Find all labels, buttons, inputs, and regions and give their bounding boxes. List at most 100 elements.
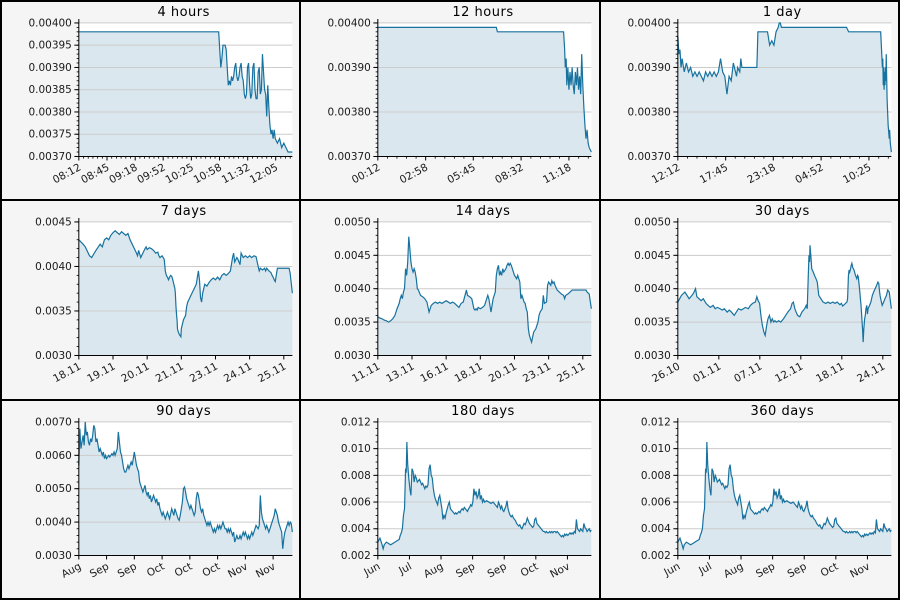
y-tick-label: 0.002: [341, 550, 371, 562]
x-tick-label: Oct: [145, 560, 167, 579]
x-tick-label: Oct: [173, 560, 195, 579]
y-tick-label: 0.0050: [35, 483, 72, 495]
chart-panel-14-days: 0.0050 0.0045 0.0040 0.0035 0.0030 11.11 13.11…: [300, 200, 600, 400]
x-tick-label: Aug: [60, 560, 84, 580]
y-tick-label: 0.0040: [35, 516, 72, 528]
x-tick-label: 24.11: [855, 361, 887, 386]
x-tick-label: 25.11: [256, 361, 288, 386]
y-tick-label: 0.002: [640, 550, 670, 562]
y-tick-label: 0.00380: [627, 106, 670, 118]
y-tick-label: 0.004: [341, 523, 371, 535]
y-tick-label: 0.00395: [29, 40, 72, 52]
x-tick-label: 23.11: [521, 361, 553, 386]
x-tick-label: 12:05: [248, 161, 280, 186]
y-tick-label: 0.012: [341, 416, 371, 428]
y-tick-label: 0.008: [341, 469, 371, 481]
x-tick-label: 23.11: [188, 361, 220, 386]
y-tick-label: 0.00390: [29, 62, 72, 74]
x-tick-label: 10:25: [163, 161, 195, 186]
x-tick-label: 19.11: [85, 361, 117, 386]
chart-panel-90-days: 0.0070 0.0060 0.0050 0.0040 0.0030 Aug Sep Sep O…: [1, 399, 301, 599]
x-tick-label: Nov: [848, 560, 872, 580]
x-tick-label: Jun: [661, 560, 682, 579]
x-tick-label: Jun: [362, 560, 383, 579]
x-tick-label: Oct: [818, 560, 840, 579]
y-tick-label: 0.006: [341, 496, 371, 508]
x-tick-label: 23:18: [745, 161, 777, 186]
series-line: [676, 245, 892, 343]
y-tick-label: 0.0035: [634, 317, 671, 329]
x-tick-label: 12.11: [773, 361, 805, 386]
y-tick-label: 0.0050: [634, 217, 671, 229]
y-tick-label: 0.00390: [627, 62, 670, 74]
x-tick-label: Sep: [785, 560, 808, 580]
y-tick-label: 0.0030: [35, 350, 72, 362]
y-tick-label: 0.0030: [335, 350, 372, 362]
y-tick-label: 0.0040: [634, 284, 671, 296]
x-tick-label: 11:18: [541, 161, 573, 186]
x-tick-label: Nov: [226, 560, 250, 580]
x-tick-label: Oct: [519, 560, 541, 579]
x-tick-label: 25.11: [555, 361, 587, 386]
y-tick-label: 0.0030: [634, 350, 671, 362]
x-tick-label: Nov: [254, 560, 278, 580]
x-tick-label: 10:58: [192, 161, 224, 186]
x-tick-label: 20.11: [119, 361, 151, 386]
series-line: [78, 230, 293, 339]
x-tick-label: 18.11: [453, 361, 485, 386]
y-tick-label: 0.0045: [335, 250, 372, 262]
y-tick-label: 0.004: [640, 523, 670, 535]
series-line: [78, 421, 293, 549]
y-tick-label: 0.006: [640, 496, 670, 508]
chart-panel-4-hours: 0.00400 0.00395 0.00390 0.00385 0.00380 0.003…: [1, 1, 301, 201]
y-tick-label: 0.0035: [335, 317, 372, 329]
x-tick-label: 13.11: [385, 361, 417, 386]
chart-panel-7-days: 0.0045 0.0040 0.0035 0.0030 18.11 19.11 20.11 2…: [1, 200, 301, 400]
area-fill: [78, 231, 293, 356]
x-tick-label: 10:25: [841, 161, 873, 186]
y-tick-label: 0.0045: [634, 250, 671, 262]
y-tick-label: 0.010: [341, 443, 371, 455]
x-tick-label: 21.11: [154, 361, 186, 386]
area-fill: [677, 22, 892, 157]
y-tick-label: 0.012: [640, 416, 670, 428]
y-tick-label: 0.0070: [35, 416, 72, 428]
y-tick-label: 0.00370: [29, 151, 72, 163]
y-tick-label: 0.00400: [328, 17, 371, 29]
series-line: [676, 441, 892, 551]
x-tick-label: 01.11: [691, 361, 723, 386]
x-tick-label: 26.10: [650, 361, 682, 386]
x-tick-label: 02:58: [398, 161, 430, 186]
x-tick-label: 11:32: [220, 161, 252, 186]
x-tick-label: Sep: [754, 560, 777, 580]
x-tick-label: 11.11: [350, 361, 382, 386]
y-tick-label: 0.0030: [35, 550, 72, 562]
x-tick-label: 08:32: [494, 161, 526, 186]
x-tick-label: Oct: [200, 560, 222, 579]
series-line: [378, 26, 593, 153]
x-tick-label: Sep: [454, 560, 477, 580]
x-tick-label: Jul: [396, 560, 414, 577]
x-tick-label: 07.11: [732, 361, 764, 386]
y-tick-label: 0.0060: [35, 449, 72, 461]
y-tick-label: 0.00370: [627, 151, 670, 163]
x-tick-label: 05:45: [446, 161, 478, 186]
y-tick-label: 0.00385: [29, 84, 72, 96]
x-tick-label: 16.11: [419, 361, 451, 386]
series-line: [676, 22, 892, 153]
y-tick-label: 0.0040: [35, 261, 72, 273]
area-fill: [378, 236, 592, 356]
series-line: [377, 236, 593, 345]
x-tick-label: Sep: [88, 560, 111, 580]
y-tick-label: 0.008: [640, 469, 670, 481]
chart-canvas: 0.00400 0.00395 0.00390 0.00385 0.00380 0.003…: [29, 17, 293, 186]
series-line: [78, 31, 293, 153]
x-tick-label: Jul: [696, 560, 714, 577]
y-tick-label: 0.00375: [29, 129, 72, 141]
x-tick-label: Aug: [422, 560, 446, 580]
